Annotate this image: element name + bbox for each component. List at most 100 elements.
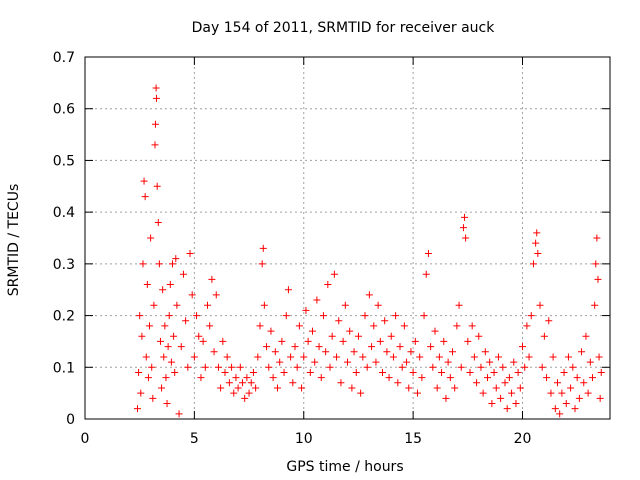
data-point bbox=[204, 301, 211, 309]
data-marks bbox=[134, 84, 605, 418]
data-point bbox=[514, 368, 522, 376]
data-point bbox=[291, 343, 299, 351]
data-point bbox=[160, 353, 168, 361]
data-point bbox=[153, 182, 161, 190]
data-point bbox=[597, 368, 605, 376]
data-point bbox=[512, 399, 520, 407]
data-point bbox=[282, 312, 290, 320]
data-point bbox=[379, 368, 386, 376]
data-point bbox=[468, 322, 476, 330]
data-point bbox=[306, 368, 314, 376]
data-point bbox=[416, 353, 424, 361]
y-axis-label: SRMTID / TECUs bbox=[6, 184, 22, 297]
data-point bbox=[387, 332, 395, 340]
data-point bbox=[210, 348, 218, 356]
data-point bbox=[420, 312, 428, 320]
data-point bbox=[317, 374, 325, 382]
data-point bbox=[431, 327, 439, 335]
data-point bbox=[166, 281, 174, 289]
plot-frame bbox=[84, 56, 611, 420]
data-point bbox=[411, 337, 419, 345]
data-point bbox=[228, 363, 236, 371]
data-point bbox=[414, 389, 421, 397]
data-point bbox=[594, 275, 602, 283]
data-point bbox=[184, 363, 192, 371]
data-point bbox=[164, 343, 172, 351]
y-tick-label: 0.6 bbox=[53, 102, 75, 118]
data-point bbox=[396, 343, 404, 351]
data-point bbox=[243, 374, 251, 382]
y-tick-label: 0.5 bbox=[53, 153, 75, 169]
data-point bbox=[169, 260, 176, 268]
data-point bbox=[486, 358, 494, 366]
data-point bbox=[381, 317, 389, 325]
data-point bbox=[549, 353, 557, 361]
data-point bbox=[473, 379, 481, 387]
data-point bbox=[519, 343, 526, 351]
data-point bbox=[267, 327, 275, 335]
data-point bbox=[525, 353, 533, 361]
data-point bbox=[453, 322, 461, 330]
data-point bbox=[352, 368, 360, 376]
data-point bbox=[328, 332, 336, 340]
data-point bbox=[249, 368, 257, 376]
data-point bbox=[435, 353, 443, 361]
data-point bbox=[554, 379, 561, 387]
data-point bbox=[427, 343, 435, 351]
data-point bbox=[293, 363, 301, 371]
data-point bbox=[438, 368, 446, 376]
data-point bbox=[259, 244, 267, 252]
data-point bbox=[175, 410, 183, 418]
data-point bbox=[193, 312, 201, 320]
data-point bbox=[567, 384, 575, 392]
data-point bbox=[212, 291, 220, 299]
data-point bbox=[190, 353, 198, 361]
data-point bbox=[142, 353, 150, 361]
data-point bbox=[341, 301, 349, 309]
data-point bbox=[256, 322, 264, 330]
data-point bbox=[254, 353, 262, 361]
data-point bbox=[232, 374, 240, 382]
data-point bbox=[569, 363, 577, 371]
data-point bbox=[589, 374, 596, 382]
data-point bbox=[455, 301, 463, 309]
data-point bbox=[179, 270, 187, 278]
x-tick-label: 0 bbox=[81, 431, 90, 447]
data-point bbox=[449, 348, 456, 356]
data-point bbox=[586, 358, 594, 366]
data-point bbox=[330, 270, 338, 278]
data-point bbox=[247, 379, 255, 387]
data-point bbox=[363, 363, 371, 371]
data-point bbox=[344, 358, 351, 366]
x-tick-label: 10 bbox=[295, 431, 313, 447]
data-point bbox=[446, 374, 454, 382]
axis-ticks: 0 0.1 0.2 0.3 0.4 0.5 0.6 0.7 0 5 10 15 20 bbox=[53, 50, 610, 447]
data-point bbox=[551, 405, 559, 413]
data-point bbox=[245, 389, 253, 397]
data-point bbox=[503, 405, 511, 413]
data-point bbox=[407, 348, 415, 356]
data-point bbox=[300, 353, 308, 361]
data-point bbox=[540, 332, 548, 340]
data-point bbox=[510, 358, 518, 366]
data-point bbox=[593, 234, 601, 242]
data-point bbox=[429, 363, 437, 371]
data-point bbox=[315, 343, 323, 351]
data-point bbox=[167, 358, 175, 366]
data-point bbox=[370, 322, 378, 330]
data-point bbox=[543, 374, 551, 382]
data-point bbox=[564, 353, 572, 361]
data-point bbox=[219, 337, 227, 345]
data-point bbox=[177, 343, 185, 351]
data-point bbox=[154, 218, 162, 226]
data-point bbox=[172, 255, 180, 263]
data-point bbox=[582, 332, 590, 340]
data-point bbox=[208, 275, 216, 283]
data-point bbox=[225, 379, 233, 387]
data-point bbox=[361, 312, 369, 320]
data-point bbox=[319, 312, 327, 320]
x-tick-label: 5 bbox=[190, 431, 199, 447]
data-point bbox=[532, 239, 540, 247]
data-point bbox=[156, 337, 164, 345]
data-point bbox=[497, 394, 505, 402]
